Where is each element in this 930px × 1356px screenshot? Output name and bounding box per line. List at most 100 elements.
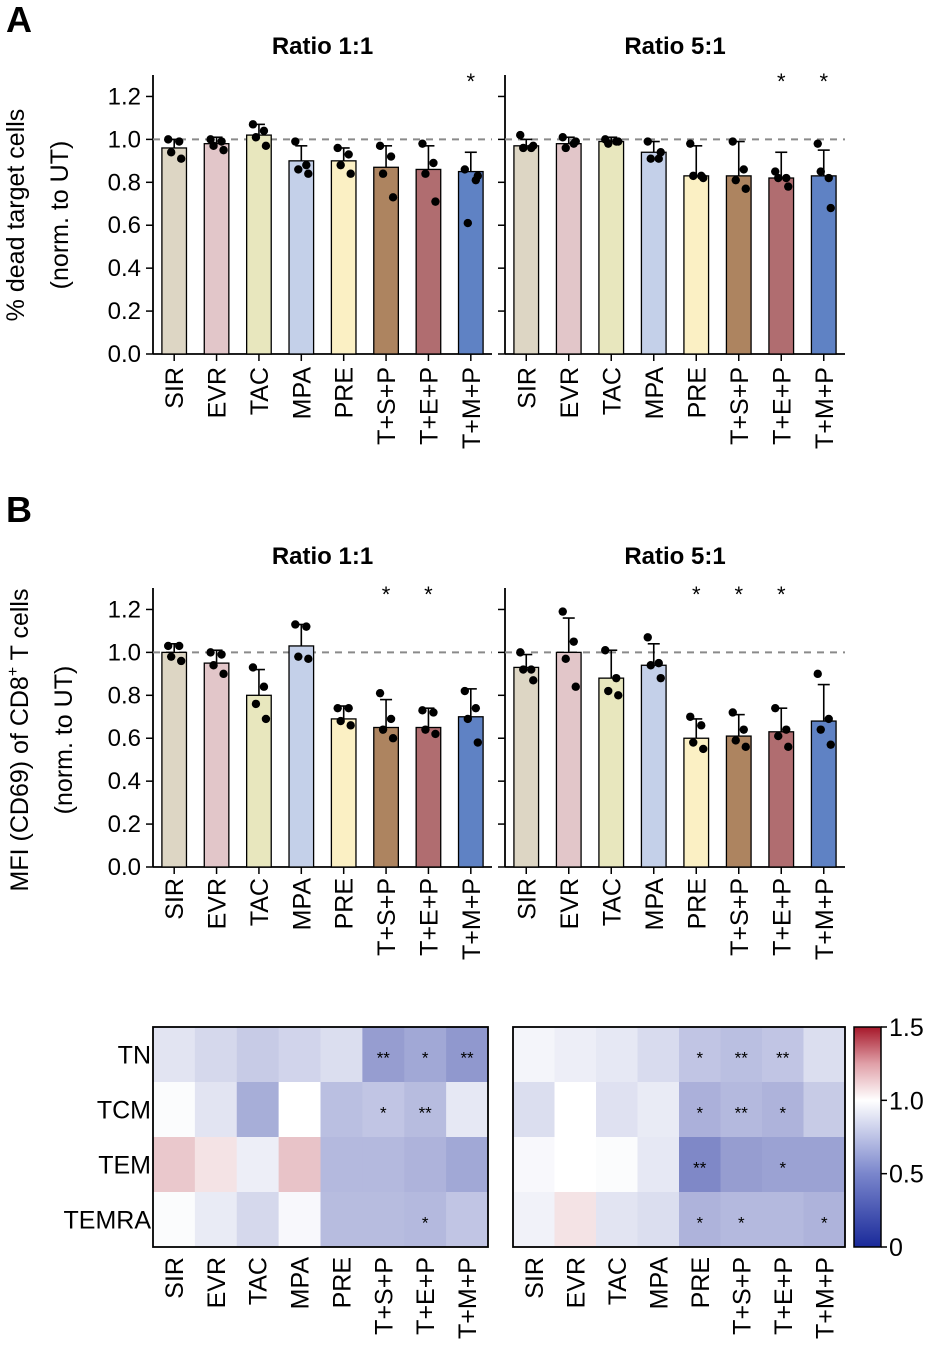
bar (161, 147, 188, 355)
bar (203, 662, 230, 868)
data-point (646, 661, 655, 670)
heatmap-cell (679, 1082, 721, 1138)
data-point (612, 673, 621, 683)
heatmap-significance: ** (419, 1104, 433, 1123)
bar (415, 168, 442, 355)
heatmap-cell (637, 1082, 680, 1138)
data-point (774, 731, 783, 741)
data-point (163, 641, 173, 651)
heatmap-cell (762, 1082, 804, 1138)
data-point (519, 143, 528, 153)
heatmap-cell (554, 1027, 597, 1083)
heatmap-cell (446, 1082, 489, 1138)
heatmap-row-label: TCM (97, 1097, 151, 1125)
heatmap-cell (236, 1027, 280, 1083)
heatmap-column-label: T+E+P (770, 1257, 798, 1335)
significance-marker: * (777, 69, 786, 94)
heatmap-cell (679, 1192, 721, 1248)
data-point (697, 721, 706, 730)
heatmap-cell (596, 1192, 638, 1248)
bar (513, 145, 540, 355)
data-point (824, 714, 833, 724)
data-point (516, 648, 525, 657)
data-point (460, 165, 470, 174)
data-point (304, 654, 313, 664)
heatmap-cell (153, 1192, 196, 1248)
bar-chart-a-ratio-5-1: Ratio 5:1 SIR EVR TAC MPA PRE T+S+P * T+E+P * T+M+… (498, 33, 845, 449)
heatmap-cell (803, 1082, 846, 1138)
y-tick-label: 0.2 (108, 811, 141, 838)
heatmap-significance: * (779, 1159, 786, 1178)
data-point (333, 143, 342, 153)
data-point (816, 725, 825, 734)
bar (330, 160, 357, 355)
heatmap-cell (720, 1137, 763, 1193)
data-point (826, 203, 835, 213)
data-point (460, 686, 470, 696)
data-point (259, 682, 269, 691)
data-point (375, 141, 385, 151)
heatmap-cell (153, 1082, 196, 1138)
data-point (824, 173, 833, 183)
bar (245, 694, 272, 868)
heatmap-significance: * (738, 1214, 745, 1233)
bar-chart-b-ratio-5-1: Ratio 5:1 SIR EVR TAC MPA * PRE * T+S+P * T+E+P T+M… (498, 543, 845, 960)
category-label: T+M+P (811, 878, 839, 960)
data-point (643, 633, 652, 642)
heatmap-cell (153, 1137, 196, 1193)
bar (373, 726, 400, 868)
panel-a-ylabel-line1: % dead target cells (2, 109, 30, 322)
data-point (386, 152, 396, 161)
data-point (431, 197, 440, 206)
bar-chart-b-ratio-1-1: Ratio 1:1 0.0 0.2 0.4 0.6 0.8 1.0 1.2 SIR EVR TAC M… (108, 543, 492, 960)
category-label: EVR (556, 367, 584, 418)
data-point (378, 725, 388, 734)
data-point (388, 193, 398, 202)
data-point (784, 182, 793, 191)
y-tick-label: 0.6 (108, 725, 141, 752)
data-point (388, 734, 398, 743)
heatmap-cell (679, 1027, 721, 1083)
heatmap-cell (194, 1137, 238, 1193)
heatmap-cell (278, 1137, 321, 1193)
heatmap-cell (362, 1082, 405, 1138)
data-point (784, 742, 793, 752)
heatmap-cell (278, 1027, 321, 1083)
bar (555, 143, 582, 355)
panel-letter-a: A (6, 0, 32, 40)
data-point (771, 703, 780, 713)
bar (245, 134, 272, 355)
y-tick-label: 0.0 (108, 854, 141, 881)
data-point (614, 137, 623, 146)
category-label: EVR (556, 878, 584, 929)
chart-title: Ratio 1:1 (272, 33, 373, 60)
bar (683, 175, 710, 355)
y-tick-label: 1.2 (108, 596, 141, 623)
significance-marker: * (777, 582, 786, 607)
y-tick-label: 0.2 (108, 298, 141, 325)
data-point (336, 160, 345, 170)
panel-a-ylabel-line2: (norm. to UT) (46, 141, 74, 290)
heatmap-cell (446, 1027, 489, 1083)
data-point (302, 622, 311, 631)
heatmap-cell (554, 1082, 597, 1138)
data-point (336, 716, 345, 726)
panel-b-ylabel-line2: (norm. to UT) (50, 666, 78, 815)
heatmap-cell (404, 1082, 447, 1138)
heatmap-cell (236, 1137, 280, 1193)
heatmap-row-label: TN (118, 1042, 151, 1070)
data-point (571, 137, 580, 146)
data-point (782, 173, 791, 183)
heatmap-cell (278, 1082, 321, 1138)
heatmap-cell (803, 1027, 846, 1083)
data-point (571, 682, 580, 691)
data-point (646, 154, 655, 163)
data-point (418, 139, 427, 148)
heatmap-cell (320, 1082, 363, 1138)
category-label: T+E+P (768, 367, 796, 445)
heatmap-significance: ** (776, 1049, 790, 1068)
data-point (163, 135, 173, 144)
data-point (176, 656, 186, 666)
heatmap-cell (679, 1137, 721, 1193)
panel-letter-b: B (6, 489, 32, 530)
